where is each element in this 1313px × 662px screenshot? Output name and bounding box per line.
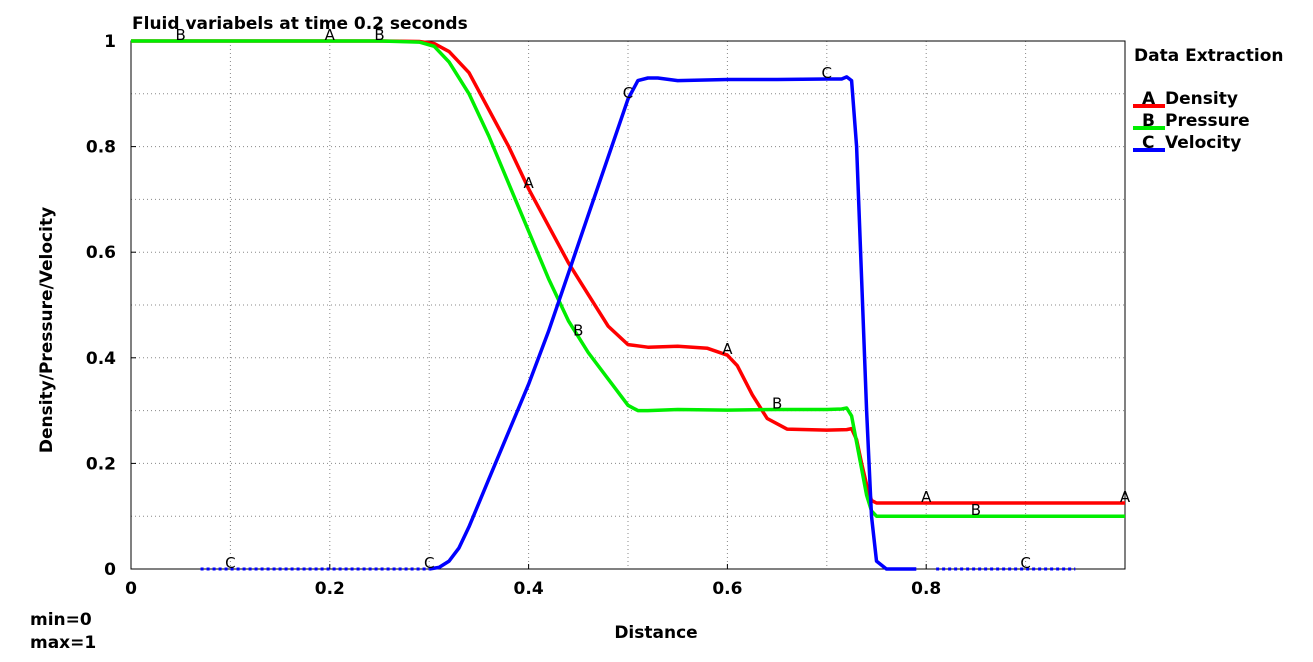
series-marker-label: B [176,26,186,44]
series-marker-label: B [573,322,583,340]
series-marker-label: C [822,64,832,82]
legend-label: Velocity [1165,133,1241,153]
x-tick-label: 0 [125,579,137,599]
x-tick-label: 0.4 [514,579,544,599]
series-marker-label: B [374,26,384,44]
series-marker-label: A [921,488,932,506]
y-tick-label: 0.4 [86,349,116,369]
x-tick-label: 0.2 [315,579,345,599]
y-tick-label: 1 [104,32,116,52]
x-axis-label: Distance [614,623,697,643]
legend-marker: C [1142,133,1154,153]
x-tick-label: 0.6 [712,579,742,599]
y-tick-label: 0 [104,560,116,580]
footer-max: max=1 [30,633,96,653]
footer-min: min=0 [30,610,92,630]
series-marker-label: A [1120,488,1131,506]
y-tick-label: 0.2 [86,454,116,474]
plot-frame [130,40,1126,570]
series-marker-label: C [424,554,434,572]
series-marker-label: C [225,554,235,572]
series-marker-labels: A A A A A B B B B B C C C C C [176,26,1131,572]
series-marker-label: C [1020,554,1030,572]
series-marker-label: B [971,501,981,519]
series-marker-label: C [623,84,633,102]
chart-title: Fluid variabels at time 0.2 seconds [132,14,468,34]
y-tick-label: 0.8 [86,138,116,158]
series-marker-label: A [523,174,534,192]
series-line-velocity [428,75,917,571]
series-line-pressure [131,39,1125,518]
grid [131,41,1125,569]
x-tick-label: 0.8 [911,579,941,599]
legend-marker: A [1142,89,1156,109]
series-marker-label: A [722,340,733,358]
y-axis-label: Density/Pressure/Velocity [37,207,57,453]
legend-label: Pressure [1165,111,1250,131]
legend-label: Density [1165,89,1238,109]
series-group [131,39,1125,571]
legend-title: Data Extraction [1134,46,1283,66]
legend: A Density B Pressure C Velocity [1133,89,1250,153]
y-tick-label: 0.6 [86,243,116,263]
series-marker-label: B [772,395,782,413]
series-marker-label: A [325,26,336,44]
axis-ticks: 0 0.2 0.4 0.6 0.8 0 0.2 0.4 0.6 0.8 1 [86,32,941,599]
legend-marker: B [1142,111,1155,131]
